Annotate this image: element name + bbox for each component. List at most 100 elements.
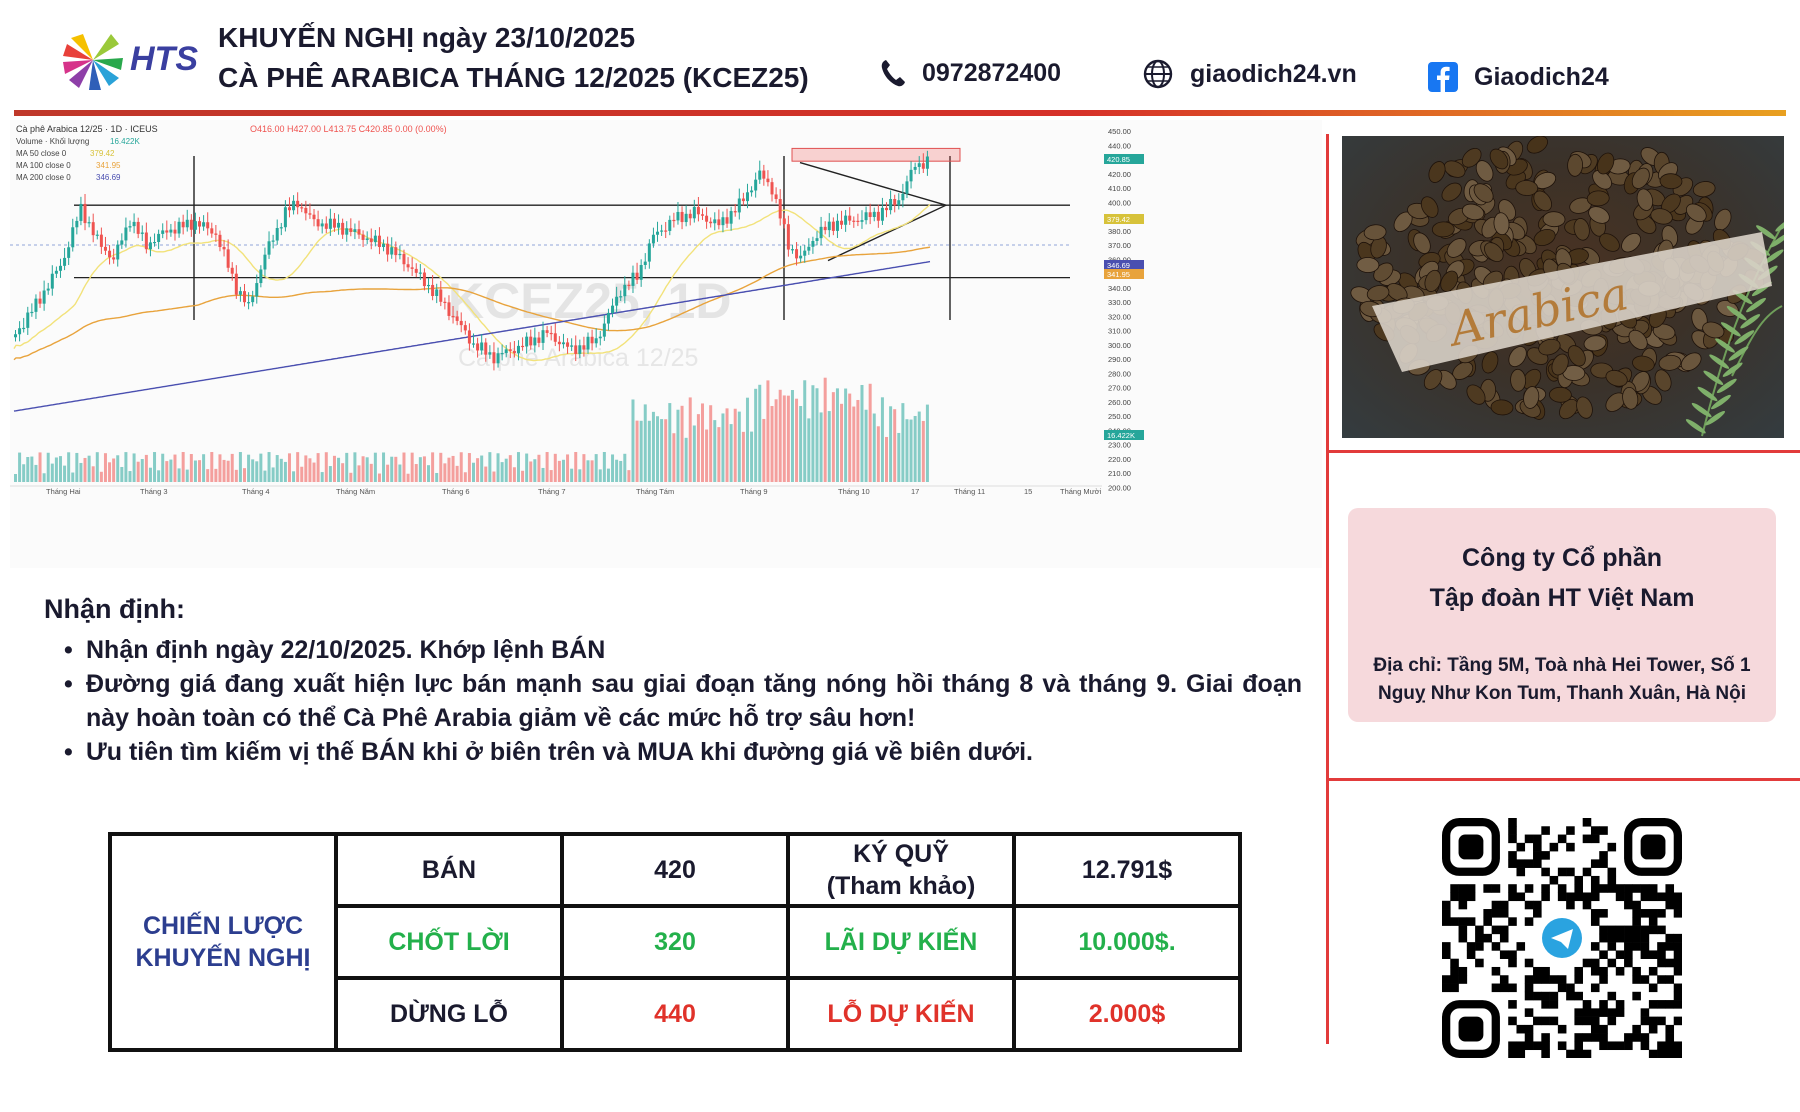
volume-bar: [210, 452, 214, 482]
qr-module: [1665, 933, 1675, 943]
volume-bar: [259, 453, 263, 482]
qr-module: [1574, 991, 1583, 1001]
facebook-link[interactable]: Giaodich24: [1428, 62, 1609, 92]
qr-module: [1557, 867, 1567, 877]
volume-bar: [672, 433, 676, 482]
candle-body: [296, 200, 300, 208]
qr-module: [1624, 933, 1633, 943]
coffee-bean-icon: [1510, 368, 1527, 392]
volume-bar: [398, 464, 402, 482]
candle-body: [259, 269, 263, 284]
qr-module: [1665, 1041, 1675, 1051]
volume-bar: [320, 472, 324, 482]
qr-module: [1599, 826, 1608, 835]
company-name-line1: Công ty Cổ phần: [1462, 544, 1662, 572]
candle-body: [30, 311, 34, 314]
qr-module: [1607, 884, 1617, 893]
qr-module: [1665, 900, 1675, 910]
volume-bar: [709, 405, 713, 482]
candle-body: [300, 207, 304, 209]
table-row: CHỐT LỜI 320 LÃI DỰ KIẾN 10.000$.: [110, 904, 1242, 980]
volume-bar: [439, 452, 443, 482]
price-tick-label: 330.00: [1108, 298, 1131, 307]
qr-module: [1657, 950, 1666, 959]
volume-bar: [484, 466, 488, 482]
price-tick-label: 400.00: [1108, 198, 1131, 207]
coffee-bean-icon: [1636, 188, 1654, 211]
facebook-text: Giaodich24: [1474, 62, 1609, 91]
ma50-tag-bg: [1104, 214, 1144, 224]
volume-bar: [848, 393, 852, 482]
qr-module: [1508, 1041, 1517, 1051]
candle-body: [67, 247, 71, 258]
volume-bar: [357, 465, 361, 482]
price-cell: 420: [560, 832, 790, 908]
qr-module: [1632, 1024, 1641, 1034]
month-label: Tháng Tám: [636, 487, 674, 496]
qr-module: [1632, 942, 1641, 951]
volume-bar: [304, 455, 308, 482]
candle-body: [758, 170, 762, 180]
volume-bar: [222, 459, 226, 482]
qr-module: [1458, 966, 1468, 976]
ma100-line: [13, 246, 931, 361]
candle-body: [459, 320, 463, 326]
volume-bar: [586, 460, 590, 482]
qr-module: [1566, 1049, 1575, 1058]
volume-bar: [811, 385, 815, 482]
qr-module: [1524, 991, 1534, 1001]
qr-module: [1466, 892, 1476, 902]
month-label: 15: [1024, 487, 1032, 496]
chart-volume-value: 16.422K: [110, 137, 140, 146]
website-link[interactable]: giaodich24.vn: [1142, 58, 1357, 90]
volume-bar: [594, 454, 598, 482]
candle-body: [410, 267, 414, 269]
qr-module: [1665, 1024, 1675, 1034]
candle-body: [647, 243, 651, 262]
qr-module: [1524, 900, 1534, 910]
qr-module: [1599, 925, 1608, 935]
qr-module: [1566, 826, 1575, 835]
rosemary-leaf-icon: [1756, 225, 1776, 240]
volume-bar: [255, 461, 259, 482]
candle-body: [860, 220, 864, 222]
candle-body: [790, 249, 794, 251]
candle-body: [721, 217, 725, 226]
coffee-bean-icon: [1586, 190, 1610, 207]
volume-bar: [778, 389, 782, 482]
candle-body: [492, 352, 496, 364]
candle-body: [455, 316, 459, 321]
amount-cell: 12.791$: [1012, 832, 1242, 908]
candle-body: [921, 163, 925, 169]
qr-module: [1657, 1049, 1666, 1058]
qr-module: [1582, 1016, 1592, 1026]
candle-body: [198, 221, 202, 227]
coffee-bean-icon: [1549, 386, 1572, 403]
sidebar-divider-top: [1326, 450, 1800, 453]
coffee-bean-icon: [1658, 354, 1682, 371]
qr-module: [1624, 1033, 1633, 1042]
volume-bar: [292, 471, 296, 482]
volume-bar: [643, 404, 647, 482]
telegram-qr-code[interactable]: [1442, 818, 1682, 1058]
volume-bar: [472, 462, 475, 482]
volume-bar: [766, 380, 770, 482]
qr-module: [1607, 942, 1617, 951]
candle-body: [42, 290, 46, 304]
volume-bar: [79, 462, 83, 482]
coffee-bean-icon: [1583, 335, 1607, 352]
candle-body: [26, 312, 30, 328]
coffee-bean-icon: [1533, 229, 1556, 246]
qr-module: [1648, 1016, 1658, 1026]
coffee-bean-icon: [1441, 182, 1462, 202]
qr-module: [1491, 884, 1501, 893]
candle-body: [484, 342, 488, 355]
metric-cell: LỖ DỰ KIẾN: [786, 976, 1016, 1052]
coffee-bean-icon: [1522, 368, 1542, 390]
qr-module: [1590, 1008, 1600, 1017]
candle-body: [488, 352, 492, 355]
qr-module: [1590, 983, 1600, 993]
coffee-bean-icon: [1423, 369, 1443, 390]
rosemary-leaf-icon: [1746, 297, 1766, 313]
phone-contact[interactable]: 0972872400: [880, 58, 1061, 88]
